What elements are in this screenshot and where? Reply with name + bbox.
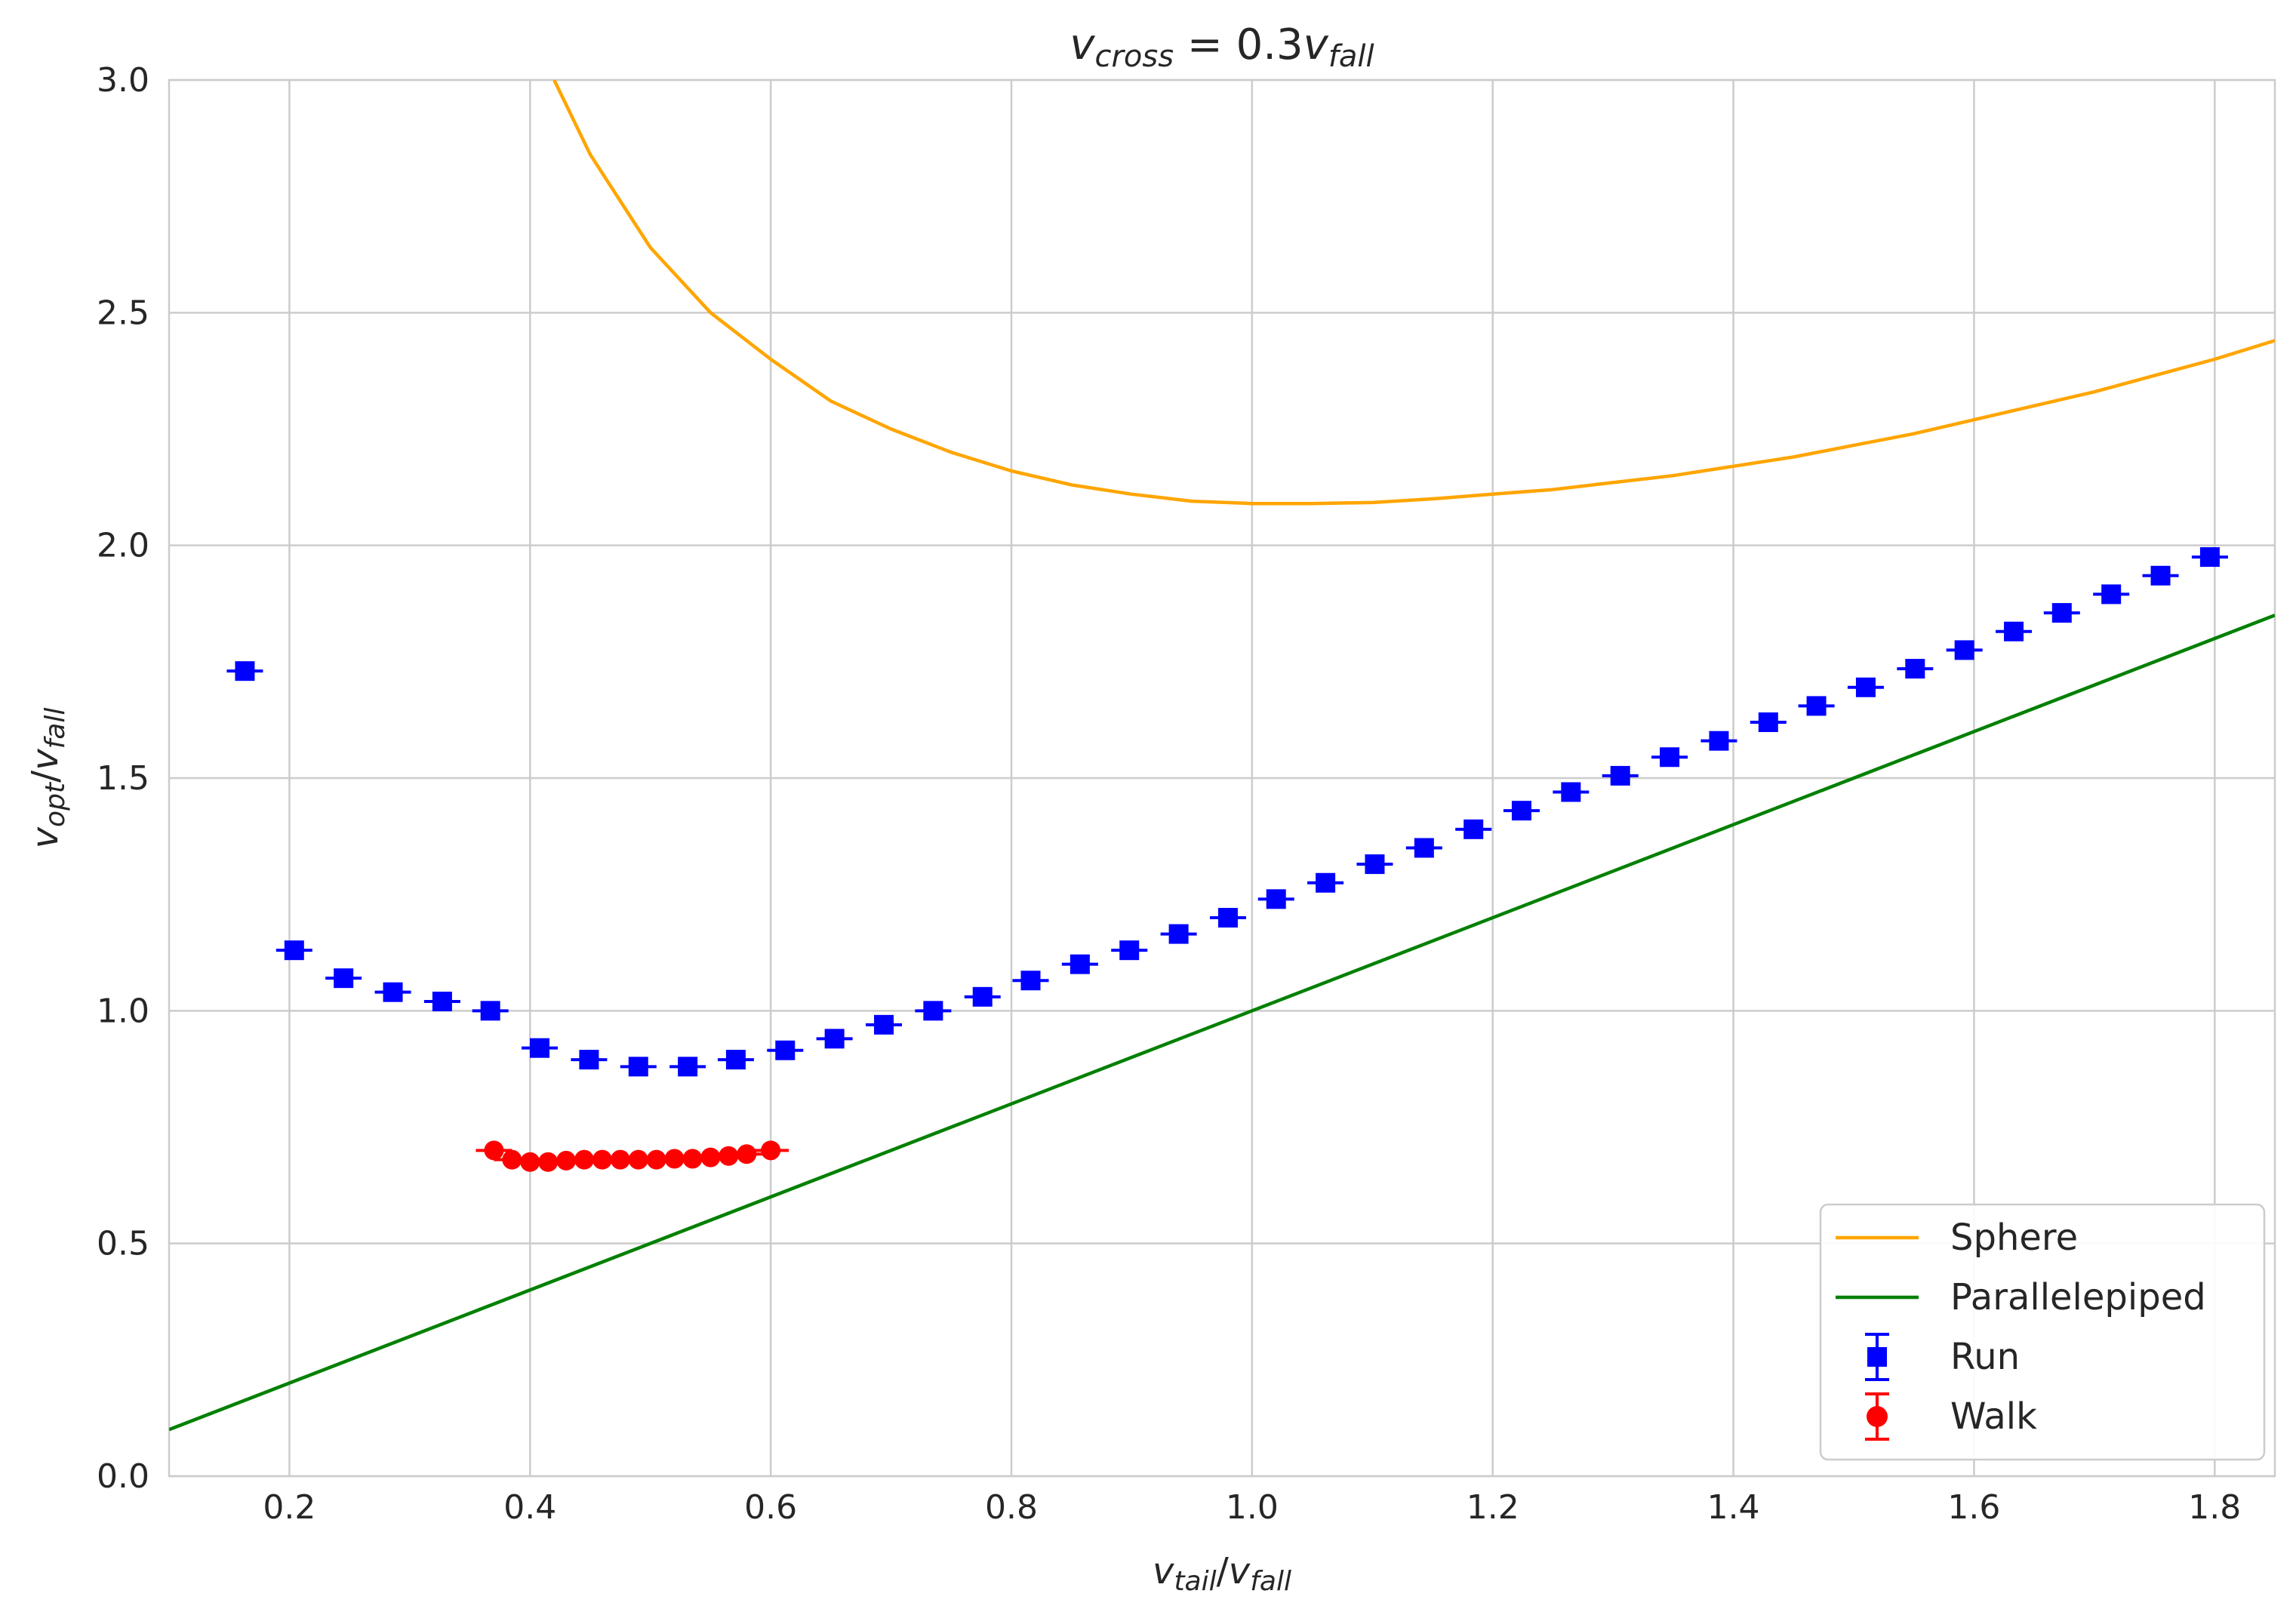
y-tick-labels: 0.0 0.5 1.0 1.5 2.0 2.5 3.0 (97, 61, 149, 1496)
point-run (1266, 889, 1286, 909)
point-run (1070, 954, 1090, 974)
x-tick-label: 0.8 (985, 1488, 1038, 1527)
legend-label-sphere: Sphere (1950, 1217, 2078, 1259)
point-run (972, 986, 993, 1007)
point-walk (484, 1140, 504, 1161)
point-run (1020, 971, 1041, 991)
point-run (2150, 565, 2171, 586)
legend: Sphere Parallelepiped Run Walk (1819, 1203, 2266, 1461)
x-tick-label: 0.2 (263, 1488, 315, 1527)
point-run (2199, 547, 2220, 568)
point-run (235, 661, 255, 681)
point-run (874, 1014, 894, 1035)
point-run (530, 1038, 550, 1058)
x-tick-labels: 0.2 0.4 0.6 0.8 1.0 1.2 1.4 1.6 1.8 (263, 1488, 2241, 1527)
legend-marker-run (1867, 1347, 1887, 1367)
point-run (1168, 924, 1189, 944)
point-run (1119, 940, 1140, 961)
y-tick-label: 2.5 (97, 294, 149, 332)
legend-box (1819, 1203, 2266, 1461)
point-run (2004, 621, 2024, 641)
point-run (1806, 696, 1827, 716)
legend-label-parallelepiped: Parallelepiped (1950, 1276, 2206, 1318)
x-tick-label: 1.8 (2188, 1488, 2241, 1527)
point-run (383, 982, 403, 1002)
point-run (1855, 677, 1876, 697)
point-run (1610, 765, 1630, 786)
point-run (334, 968, 354, 989)
point-run (432, 992, 452, 1011)
y-tick-label: 3.0 (97, 61, 149, 100)
y-axis-label: vopt/vfall (24, 708, 71, 849)
point-run (1660, 747, 1680, 768)
x-tick-label: 1.6 (1947, 1488, 2000, 1527)
legend-item-parallelepiped: Parallelepiped (1836, 1276, 2206, 1318)
point-run (2051, 603, 2072, 623)
point-run (1758, 712, 1778, 732)
point-run (1217, 908, 1238, 928)
series-layer (169, 80, 2275, 1432)
point-walk (737, 1144, 757, 1164)
point-run (628, 1057, 648, 1077)
plot-frame (168, 78, 2276, 1478)
point-run (284, 940, 304, 961)
point-run (1511, 801, 1531, 821)
y-tick-label: 0.0 (97, 1457, 149, 1496)
point-run (824, 1029, 845, 1049)
legend-marker-walk (1867, 1406, 1888, 1427)
point-run (775, 1040, 796, 1060)
series-line-sphere (552, 80, 2275, 506)
series-line-parallelepiped (169, 614, 2275, 1432)
point-walk (761, 1140, 781, 1161)
point-run (1709, 731, 1729, 751)
point-run (923, 1001, 943, 1021)
point-walk (719, 1146, 739, 1166)
point-run (1414, 838, 1434, 858)
point-run (2101, 584, 2122, 605)
x-axis-label: vtail/vfall (1153, 1550, 1291, 1597)
point-run (725, 1050, 746, 1070)
point-run (1954, 640, 1974, 660)
point-run (579, 1050, 599, 1070)
point-walk (502, 1149, 522, 1170)
y-tick-label: 1.0 (97, 992, 149, 1030)
point-run (1905, 659, 1925, 679)
x-tick-label: 0.6 (744, 1488, 797, 1527)
y-tick-label: 0.5 (97, 1225, 149, 1263)
legend-item-run: Run (1865, 1333, 2020, 1381)
x-tick-label: 1.4 (1707, 1488, 1760, 1527)
series-run (226, 547, 2228, 1077)
x-tick-label: 1.0 (1226, 1488, 1279, 1527)
series-walk (476, 1140, 789, 1172)
legend-label-walk: Walk (1950, 1395, 2037, 1438)
point-run (1365, 854, 1385, 875)
y-tick-label: 2.0 (97, 527, 149, 565)
chart-title: vcross = 0.3vfall (1070, 20, 1374, 74)
y-tick-label: 1.5 (97, 759, 149, 798)
point-run (1316, 872, 1336, 893)
point-run (1463, 819, 1484, 839)
legend-label-run: Run (1950, 1336, 2020, 1378)
x-tick-label: 1.2 (1467, 1488, 1519, 1527)
legend-item-walk: Walk (1865, 1392, 2037, 1441)
legend-item-sphere: Sphere (1836, 1217, 2078, 1259)
point-run (678, 1057, 698, 1077)
point-run (480, 1001, 500, 1021)
point-run (1561, 782, 1581, 802)
x-tick-label: 0.4 (503, 1488, 556, 1527)
